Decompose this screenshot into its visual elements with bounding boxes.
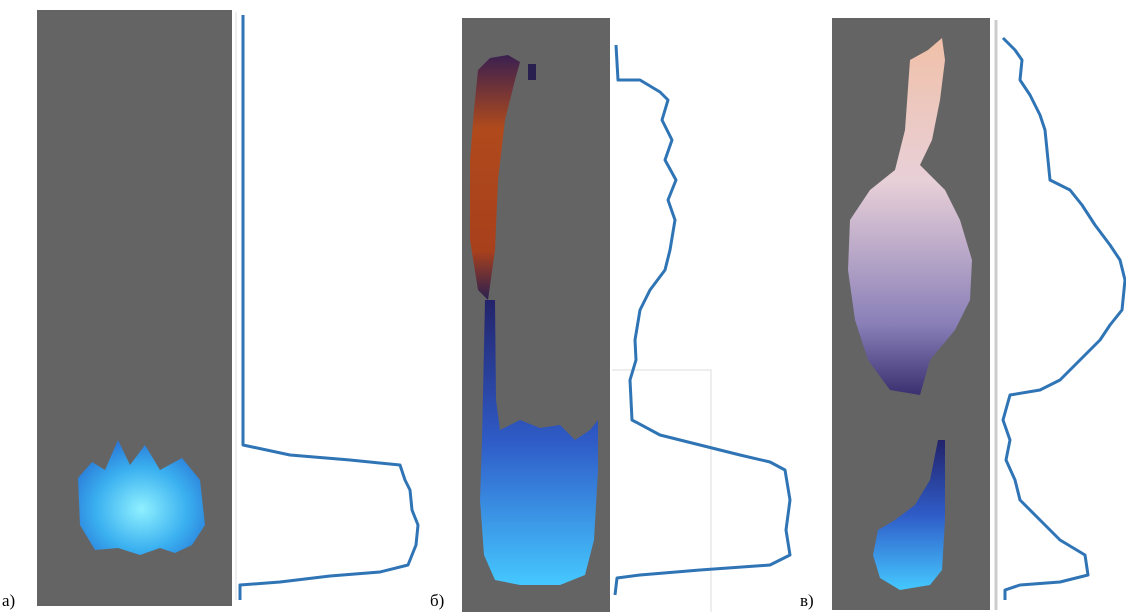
panel-label: б) <box>430 591 444 610</box>
flame <box>480 300 598 585</box>
flame <box>873 440 945 590</box>
flame <box>470 55 520 300</box>
intensity-profile <box>238 15 420 600</box>
panel-a: а) <box>2 10 420 610</box>
intensity-profile <box>613 44 792 596</box>
flame <box>848 38 972 395</box>
panel-b: б) <box>430 18 792 612</box>
intensity-profile <box>1001 36 1126 600</box>
panel-label: в) <box>800 591 814 610</box>
divider <box>612 369 712 612</box>
panel-c: в) <box>800 18 1126 610</box>
panel-label: а) <box>2 591 15 610</box>
flame <box>78 440 205 555</box>
flame <box>528 64 536 80</box>
